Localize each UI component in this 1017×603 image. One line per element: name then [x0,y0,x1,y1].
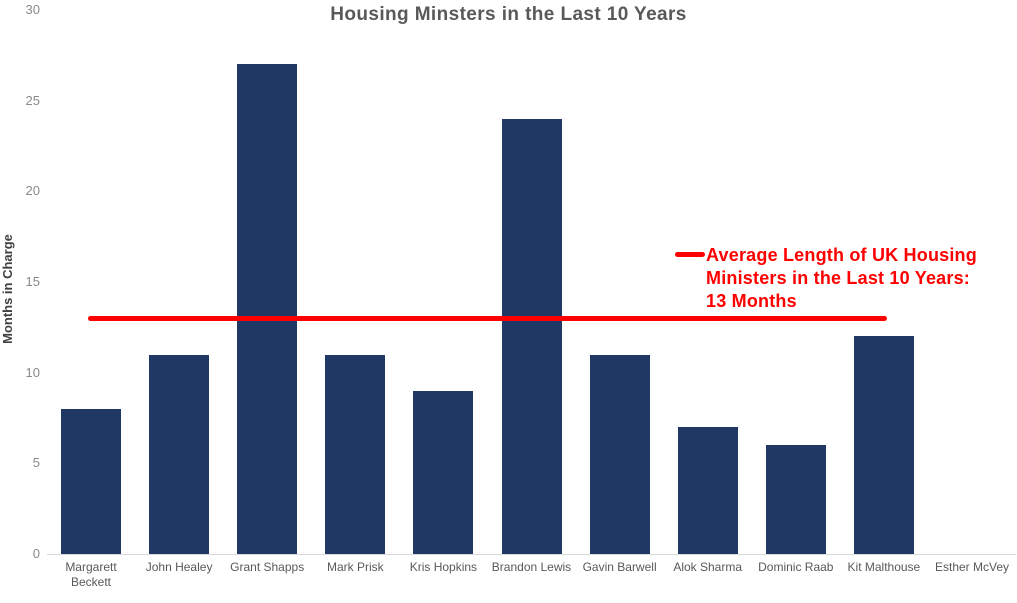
y-tick-30: 30 [25,2,40,17]
y-tick-5: 5 [32,455,40,471]
bar-mark-prisk [325,354,386,554]
x-label-esther-mcvey: Esther McVey [934,560,1010,574]
x-label-dominic-raab: Dominic Raab [758,560,834,574]
bar-dominic-raab [765,445,826,554]
bar-grant-shapps [237,64,298,554]
y-tick-25: 25 [25,92,40,108]
x-label-gavin-barwell: Gavin Barwell [582,560,657,574]
chart-title: Housing Minsters in the Last 10 Years [330,4,687,25]
bar-margarett-beckett [61,408,121,554]
y-tick-15: 15 [25,274,40,289]
x-label-kris-hopkins: Kris Hopkins [409,560,478,574]
bar-kit-malthouse [853,336,914,554]
y-tick-0: 0 [32,546,40,561]
y-tick-20: 20 [25,183,40,199]
bar-john-healey [149,354,210,554]
average-line [88,315,887,321]
bar-kris-hopkins [413,390,474,554]
bar-brandon-lewis [501,118,562,554]
bar-alok-sharma [677,427,738,554]
average-line-legend-dash [675,252,705,257]
average-annotation: Average Length of UK Housing Ministers i… [706,244,1006,313]
plot-area: Average Length of UK Housing Ministers i… [47,10,1016,555]
x-label-john-healey: John Healey [145,560,213,574]
x-label-brandon-lewis: Brandon Lewis [491,560,572,574]
x-label-alok-sharma: Alok Sharma [673,560,743,574]
y-tick-10: 10 [25,364,40,380]
x-label-kit-malthouse: Kit Malthouse [847,560,921,574]
annotation-line-1: Average Length of UK Housing [706,245,977,265]
x-label-grant-shapps: Grant Shapps [230,560,305,574]
bar-gavin-barwell [589,354,650,554]
annotation-line-2: Ministers in the Last 10 Years: [706,268,970,288]
x-label-mark-prisk: Mark Prisk [326,560,384,574]
x-label-margarett-beckett: Margarett Beckett [65,560,117,589]
annotation-line-3: 13 Months [706,291,797,311]
